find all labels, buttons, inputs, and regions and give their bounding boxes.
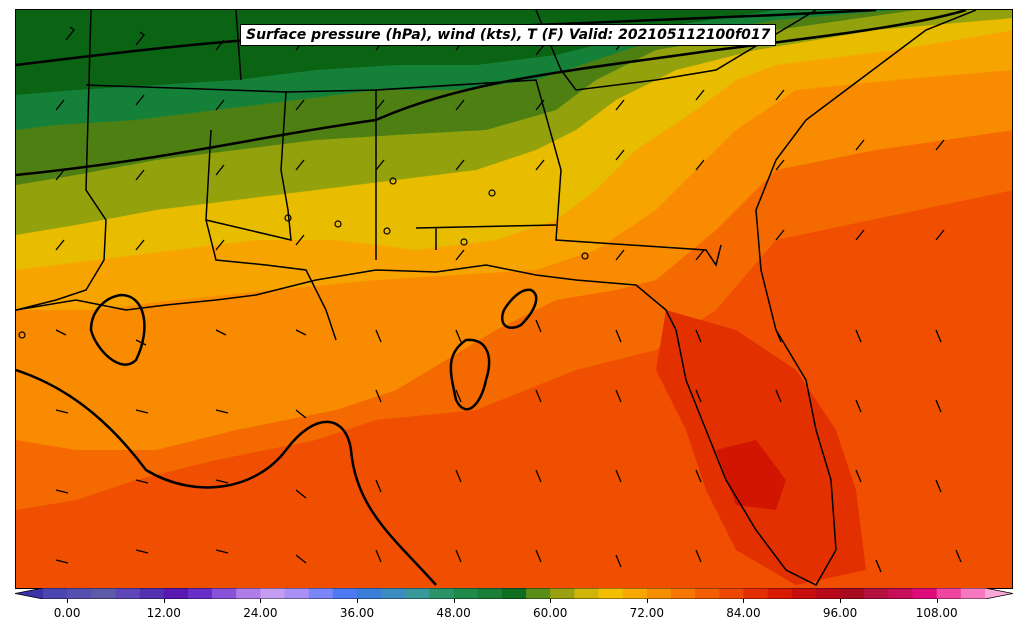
- colorbar-tickmark: [260, 599, 262, 603]
- colorbar-segment: [187, 588, 213, 599]
- temperature-map: [16, 10, 1012, 588]
- colorbar-tick-label: 0.00: [53, 606, 81, 620]
- colorbar-segment: [719, 588, 744, 599]
- colorbar-segment: [284, 588, 310, 599]
- colorbar-segment: [332, 588, 358, 599]
- temperature-colorbar: [15, 588, 1013, 599]
- colorbar-segment: [139, 588, 165, 599]
- wind-barbs: [55, 26, 962, 573]
- colorbar-segment: [477, 588, 503, 599]
- colorbar-segment: [767, 588, 793, 599]
- colorbar-underflow: [15, 588, 43, 599]
- colorbar-tickmark: [453, 599, 455, 603]
- colorbar-segment: [212, 588, 237, 599]
- colorbar-overflow: [985, 588, 1013, 599]
- colorbar-segment: [115, 588, 141, 599]
- colorbar-tick-label: 108.00: [915, 606, 958, 620]
- colorbar-segment: [912, 588, 938, 599]
- colorbar-segment: [840, 588, 865, 599]
- colorbar-segment: [864, 588, 889, 599]
- colorbar-tickmark: [550, 599, 552, 603]
- colorbar-segment: [429, 588, 455, 599]
- map-title: Surface pressure (hPa), wind (kts), T (F…: [240, 24, 777, 46]
- colorbar-tick-label: 84.00: [726, 606, 761, 620]
- colorbar-segment: [308, 588, 334, 599]
- station-markers: [18, 177, 589, 339]
- colorbar-segment: [501, 588, 527, 599]
- colorbar-segment: [91, 588, 116, 599]
- colorbar-segment: [526, 588, 551, 599]
- colorbar-tick-label: 60.00: [533, 606, 568, 620]
- colorbar-tick-label: 48.00: [436, 606, 471, 620]
- colorbar-segment: [598, 588, 624, 599]
- colorbar-segment: [646, 588, 672, 599]
- colorbar-segment: [888, 588, 914, 599]
- colorbar-segment: [381, 588, 406, 599]
- colorbar-tickmark: [936, 599, 938, 603]
- colorbar-tick-label: 96.00: [822, 606, 858, 620]
- colorbar-segment: [67, 588, 92, 599]
- colorbar-segment: [405, 588, 430, 599]
- colorbar-tickmark: [67, 599, 69, 603]
- colorbar-segment: [574, 588, 600, 599]
- map-panel: Surface pressure (hPa), wind (kts), T (F…: [15, 9, 1013, 589]
- colorbar-segment: [743, 588, 769, 599]
- colorbar-segment: [622, 588, 648, 599]
- colorbar-segment: [453, 588, 479, 599]
- colorbar-segment: [671, 588, 696, 599]
- colorbar-tick-label: 72.00: [629, 606, 665, 620]
- colorbar-segment: [43, 588, 68, 599]
- colorbar-segment: [260, 588, 286, 599]
- colorbar-tick-label: 12.00: [146, 606, 181, 620]
- colorbar-tick-label: 36.00: [339, 606, 375, 620]
- colorbar-segment: [695, 588, 720, 599]
- colorbar-segment: [550, 588, 575, 599]
- colorbar-segment: [791, 588, 817, 599]
- colorbar-segment: [815, 588, 841, 599]
- colorbar-segment: [936, 588, 962, 599]
- colorbar-segment: [236, 588, 261, 599]
- colorbar-tickmark: [743, 599, 745, 603]
- colorbar-segment: [960, 588, 986, 599]
- colorbar-segment: [357, 588, 382, 599]
- colorbar-tickmark: [163, 599, 165, 603]
- colorbar-tickmark: [357, 599, 358, 603]
- colorbar-tick-label: 24.00: [243, 606, 278, 620]
- colorbar-tickmark: [646, 599, 648, 603]
- colorbar-tickmark: [840, 599, 842, 603]
- colorbar-segment: [163, 588, 189, 599]
